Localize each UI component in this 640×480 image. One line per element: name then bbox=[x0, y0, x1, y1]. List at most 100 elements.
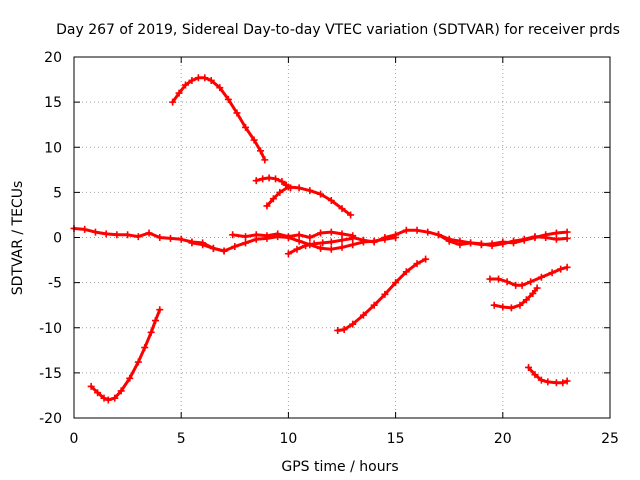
data-point bbox=[220, 247, 228, 255]
data-point bbox=[552, 229, 560, 237]
data-point bbox=[252, 177, 260, 185]
data-point bbox=[117, 387, 125, 395]
data-point bbox=[349, 241, 357, 249]
x-tick-label: 0 bbox=[70, 431, 79, 447]
data-point bbox=[347, 211, 355, 219]
data-point bbox=[402, 268, 410, 276]
x-tick-label: 20 bbox=[494, 431, 512, 447]
data-point bbox=[209, 244, 217, 252]
series-arc-11 bbox=[434, 231, 571, 250]
series-arc-2 bbox=[169, 74, 269, 164]
data-point bbox=[207, 76, 215, 84]
data-point bbox=[520, 235, 528, 243]
data-point bbox=[317, 190, 325, 198]
series-line bbox=[265, 185, 353, 217]
data-point bbox=[126, 374, 134, 382]
series-arc-8 bbox=[284, 234, 357, 258]
data-point bbox=[284, 183, 292, 191]
data-point bbox=[467, 239, 475, 247]
data-point bbox=[495, 275, 503, 283]
data-point bbox=[188, 239, 196, 247]
series-line bbox=[231, 230, 355, 239]
data-point bbox=[327, 238, 335, 246]
series-arc-7 bbox=[229, 228, 357, 241]
data-point bbox=[518, 281, 526, 289]
y-tick-label: -5 bbox=[48, 276, 62, 292]
series-arc-10 bbox=[334, 255, 430, 334]
data-point bbox=[338, 236, 346, 244]
series-arc-13 bbox=[490, 284, 541, 312]
data-point bbox=[263, 232, 271, 240]
data-point bbox=[507, 304, 515, 312]
data-point bbox=[510, 237, 518, 245]
data-point bbox=[229, 231, 237, 239]
data-point bbox=[338, 205, 346, 213]
data-point bbox=[224, 95, 232, 103]
data-point bbox=[563, 377, 571, 385]
data-point bbox=[319, 239, 327, 247]
data-point bbox=[134, 358, 142, 366]
data-point bbox=[370, 301, 378, 309]
data-point bbox=[102, 230, 110, 238]
data-point bbox=[151, 317, 159, 325]
data-point bbox=[488, 242, 496, 250]
data-point bbox=[563, 228, 571, 236]
data-point bbox=[261, 156, 269, 164]
data-point bbox=[134, 233, 142, 241]
data-point bbox=[327, 196, 335, 204]
data-point bbox=[327, 228, 335, 236]
data-point bbox=[156, 306, 164, 314]
x-tick-label: 25 bbox=[601, 431, 619, 447]
data-point bbox=[306, 187, 314, 195]
data-point bbox=[392, 279, 400, 287]
data-point bbox=[293, 245, 301, 253]
data-point bbox=[338, 243, 346, 251]
data-point bbox=[250, 136, 258, 144]
data-point bbox=[194, 74, 202, 82]
data-point bbox=[413, 260, 421, 268]
data-point bbox=[527, 278, 535, 286]
data-point bbox=[522, 296, 530, 304]
data-point bbox=[175, 89, 183, 97]
series-arc-12 bbox=[486, 263, 571, 289]
series-arc-5 bbox=[70, 224, 228, 255]
data-point bbox=[563, 263, 571, 271]
y-tick-label: -15 bbox=[39, 366, 62, 382]
y-tick-label: 5 bbox=[53, 185, 62, 201]
data-point bbox=[111, 394, 119, 402]
data-point bbox=[274, 230, 282, 238]
data-point bbox=[263, 202, 271, 210]
data-point bbox=[512, 281, 520, 289]
data-point bbox=[531, 371, 539, 379]
y-axis-label: SDTVAR / TECUs bbox=[10, 181, 26, 296]
data-point bbox=[265, 174, 273, 182]
data-point bbox=[359, 236, 367, 244]
data-point bbox=[302, 242, 310, 250]
data-point bbox=[349, 234, 357, 241]
data-point bbox=[177, 235, 185, 243]
data-point bbox=[381, 290, 389, 298]
data-point bbox=[552, 235, 560, 243]
data-point bbox=[166, 234, 174, 242]
data-point bbox=[340, 326, 348, 334]
series-line bbox=[336, 257, 428, 332]
data-point bbox=[317, 229, 325, 237]
data-point bbox=[216, 84, 224, 92]
data-point bbox=[516, 301, 524, 309]
data-point bbox=[199, 241, 207, 249]
data-point bbox=[156, 234, 164, 241]
data-point bbox=[284, 250, 292, 258]
data-point bbox=[242, 239, 250, 247]
data-point bbox=[544, 378, 552, 386]
data-point bbox=[242, 233, 250, 241]
data-point bbox=[477, 240, 485, 248]
data-point bbox=[525, 363, 533, 371]
data-point bbox=[499, 303, 507, 311]
y-tick-label: 20 bbox=[44, 50, 62, 66]
data-point bbox=[113, 231, 121, 239]
y-tick-label: -10 bbox=[39, 321, 62, 337]
data-point bbox=[81, 225, 89, 233]
data-point bbox=[445, 237, 453, 245]
data-point bbox=[338, 230, 346, 238]
